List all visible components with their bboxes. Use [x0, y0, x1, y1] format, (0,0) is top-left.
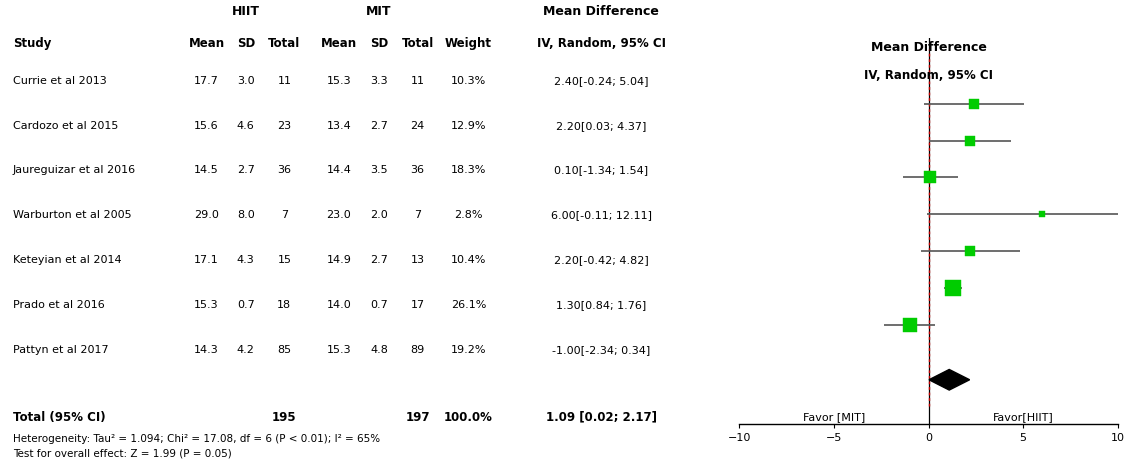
Text: Mean Difference: Mean Difference [543, 5, 659, 18]
Text: 23: 23 [278, 121, 291, 130]
Text: Total: Total [402, 38, 434, 50]
Text: 24: 24 [411, 121, 425, 130]
Text: 85: 85 [278, 345, 291, 355]
Text: 10.4%: 10.4% [450, 255, 487, 265]
Text: SD: SD [237, 38, 255, 50]
Text: Keteyian et al 2014: Keteyian et al 2014 [12, 255, 122, 265]
Text: 2.40[-0.24; 5.04]: 2.40[-0.24; 5.04] [554, 76, 648, 86]
Text: 12.9%: 12.9% [450, 121, 487, 130]
Text: 15.3: 15.3 [194, 300, 219, 310]
Text: -1.00[-2.34; 0.34]: -1.00[-2.34; 0.34] [552, 345, 650, 355]
Text: SD: SD [370, 38, 388, 50]
Text: Currie et al 2013: Currie et al 2013 [12, 76, 106, 86]
Text: 4.2: 4.2 [237, 345, 255, 355]
Text: 7: 7 [414, 211, 421, 220]
Text: 4.3: 4.3 [237, 255, 255, 265]
Text: 2.7: 2.7 [237, 165, 255, 176]
Polygon shape [929, 369, 970, 390]
Text: 0.10[-1.34; 1.54]: 0.10[-1.34; 1.54] [554, 165, 648, 176]
Text: 3.3: 3.3 [370, 76, 388, 86]
Text: 8.0: 8.0 [237, 211, 255, 220]
Text: Weight: Weight [445, 38, 492, 50]
Text: 11: 11 [278, 76, 291, 86]
Text: 15.3: 15.3 [326, 345, 351, 355]
Text: IV, Random, 95% CI: IV, Random, 95% CI [864, 69, 994, 82]
Text: 14.5: 14.5 [194, 165, 219, 176]
Text: 7: 7 [281, 211, 288, 220]
Text: 0.7: 0.7 [237, 300, 255, 310]
Text: Jaureguizar et al 2016: Jaureguizar et al 2016 [12, 165, 135, 176]
Text: 195: 195 [272, 411, 297, 424]
Text: 1.09 [0.02; 2.17]: 1.09 [0.02; 2.17] [545, 411, 657, 424]
Text: 18.3%: 18.3% [450, 165, 487, 176]
Text: 15.3: 15.3 [326, 76, 351, 86]
Text: 14.9: 14.9 [326, 255, 351, 265]
Text: 15.6: 15.6 [194, 121, 219, 130]
Text: 10.3%: 10.3% [450, 76, 487, 86]
Text: 197: 197 [405, 411, 430, 424]
Text: 17.7: 17.7 [194, 76, 219, 86]
Text: 4.8: 4.8 [370, 345, 388, 355]
Text: Pattyn et al 2017: Pattyn et al 2017 [12, 345, 108, 355]
Text: 29.0: 29.0 [194, 211, 219, 220]
Text: Heterogeneity: Tau² = 1.094; Chi² = 17.08, df = 6 (P < 0.01); I² = 65%: Heterogeneity: Tau² = 1.094; Chi² = 17.0… [12, 434, 379, 444]
Text: 14.4: 14.4 [326, 165, 351, 176]
Text: Mean Difference: Mean Difference [870, 41, 987, 54]
Text: 36: 36 [278, 165, 291, 176]
Text: 13.4: 13.4 [326, 121, 351, 130]
Text: IV, Random, 95% CI: IV, Random, 95% CI [536, 38, 666, 50]
Text: 3.0: 3.0 [237, 76, 254, 86]
Text: 0.7: 0.7 [370, 300, 388, 310]
Text: 2.8%: 2.8% [454, 211, 483, 220]
Text: 89: 89 [411, 345, 425, 355]
Text: 15: 15 [278, 255, 291, 265]
Text: Favor [MIT]: Favor [MIT] [803, 412, 865, 422]
Text: 2.7: 2.7 [370, 121, 388, 130]
Text: 4.6: 4.6 [237, 121, 255, 130]
Text: Favor[HIIT]: Favor[HIIT] [992, 412, 1053, 422]
Text: 13: 13 [411, 255, 425, 265]
Text: 14.0: 14.0 [326, 300, 351, 310]
Text: 6.00[-0.11; 12.11]: 6.00[-0.11; 12.11] [551, 211, 651, 220]
Text: 2.20[-0.42; 4.82]: 2.20[-0.42; 4.82] [553, 255, 648, 265]
Text: 11: 11 [411, 76, 425, 86]
Text: Total: Total [269, 38, 300, 50]
Text: Warburton et al 2005: Warburton et al 2005 [12, 211, 131, 220]
Text: 17.1: 17.1 [194, 255, 219, 265]
Text: HIIT: HIIT [231, 5, 260, 18]
Text: 100.0%: 100.0% [444, 411, 493, 424]
Text: 26.1%: 26.1% [450, 300, 487, 310]
Text: 3.5: 3.5 [370, 165, 388, 176]
Text: 19.2%: 19.2% [450, 345, 487, 355]
Text: 23.0: 23.0 [326, 211, 351, 220]
Text: Test for overall effect: Z = 1.99 (P = 0.05): Test for overall effect: Z = 1.99 (P = 0… [12, 449, 231, 459]
Text: 2.7: 2.7 [370, 255, 388, 265]
Text: Cardozo et al 2015: Cardozo et al 2015 [12, 121, 119, 130]
Text: 2.20[0.03; 4.37]: 2.20[0.03; 4.37] [555, 121, 646, 130]
Text: 36: 36 [411, 165, 425, 176]
Text: 18: 18 [278, 300, 291, 310]
Text: Mean: Mean [321, 38, 357, 50]
Text: Prado et al 2016: Prado et al 2016 [12, 300, 105, 310]
Text: Total (95% CI): Total (95% CI) [12, 411, 105, 424]
Text: 17: 17 [411, 300, 425, 310]
Text: 14.3: 14.3 [194, 345, 219, 355]
Text: Study: Study [12, 38, 51, 50]
Text: 1.30[0.84; 1.76]: 1.30[0.84; 1.76] [555, 300, 646, 310]
Text: 2.0: 2.0 [370, 211, 388, 220]
Text: MIT: MIT [366, 5, 391, 18]
Text: Mean: Mean [189, 38, 225, 50]
